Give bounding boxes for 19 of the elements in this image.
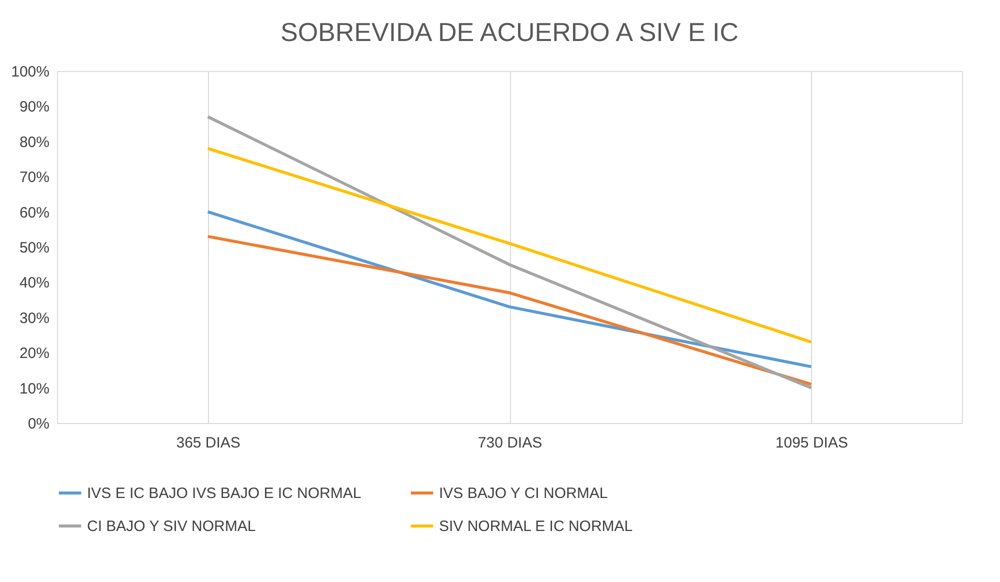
legend-label: IVS BAJO Y CI NORMAL: [439, 485, 608, 502]
y-tick-label: 60%: [19, 204, 50, 222]
legend-label: IVS E IC BAJO IVS BAJO E IC NORMAL: [87, 485, 362, 502]
chart-title: SOBREVIDA DE ACUERDO A SIV E IC: [280, 17, 739, 47]
legend-label: CI BAJO Y SIV NORMAL: [87, 518, 256, 535]
x-tick-label: 1095 DIAS: [775, 434, 848, 452]
legend-label: SIV NORMAL E IC NORMAL: [439, 518, 633, 535]
y-tick-label: 90%: [19, 98, 50, 116]
y-tick-label: 80%: [19, 134, 50, 151]
y-tick-label: 0%: [28, 416, 50, 432]
y-tick-label: 50%: [19, 240, 50, 256]
y-tick-label: 40%: [19, 274, 50, 292]
x-tick-label: 365 DIAS: [176, 434, 240, 452]
y-tick-label: 20%: [19, 345, 50, 362]
y-tick-label: 70%: [19, 169, 50, 186]
y-tick-label: 100%: [11, 64, 50, 80]
y-tick-label: 30%: [19, 310, 50, 327]
x-tick-label: 730 DIAS: [478, 434, 542, 452]
y-tick-label: 10%: [19, 380, 50, 398]
